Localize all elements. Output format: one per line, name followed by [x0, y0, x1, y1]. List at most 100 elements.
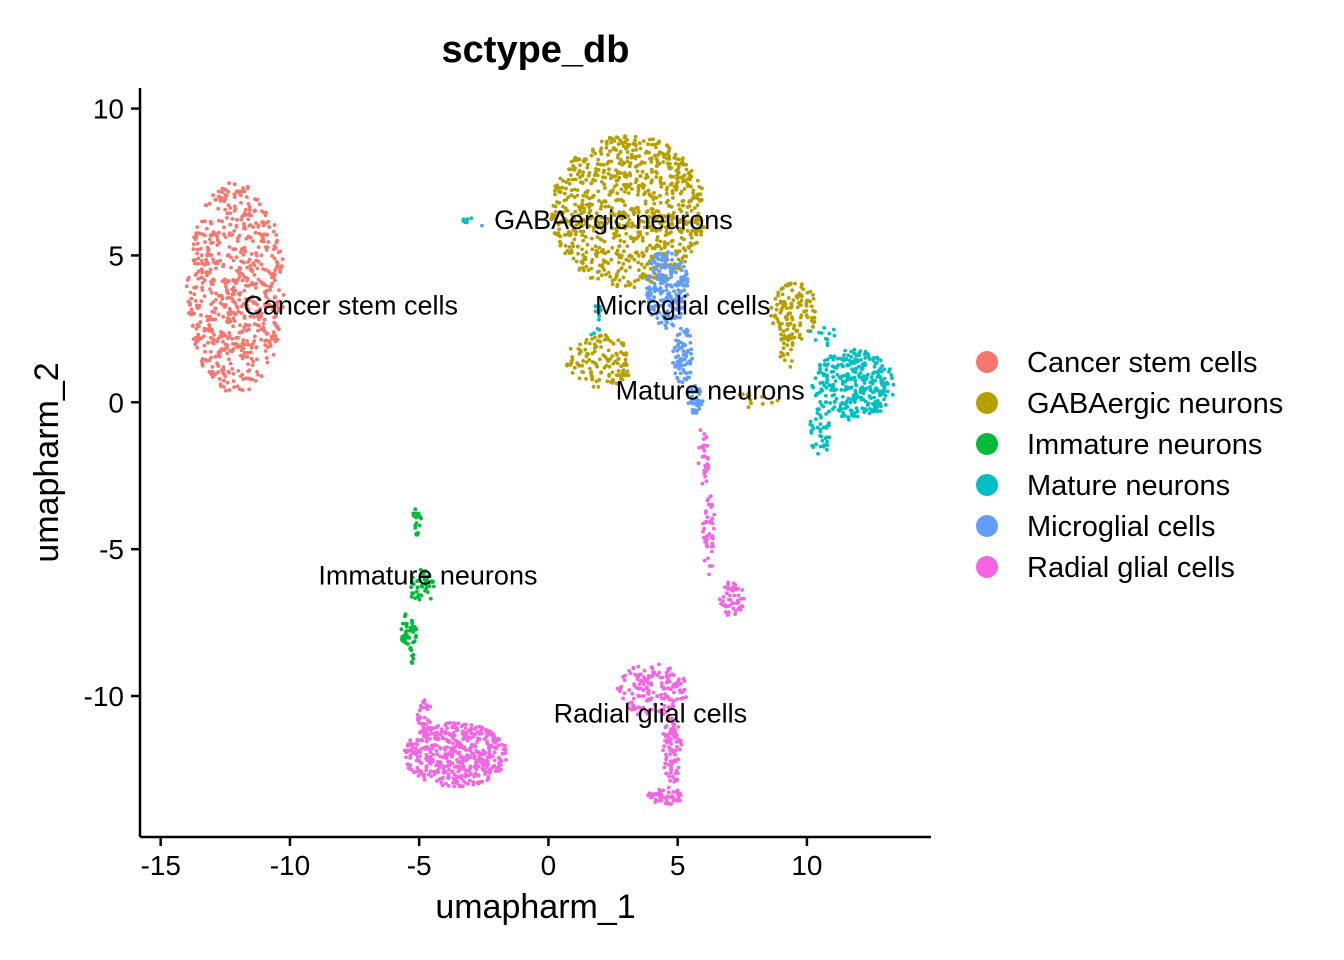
data-point [280, 257, 285, 262]
data-point [669, 706, 674, 710]
data-point [615, 284, 619, 289]
data-point [849, 349, 854, 354]
data-point [632, 682, 636, 686]
data-point [228, 206, 233, 210]
data-point [404, 621, 409, 626]
data-point [247, 323, 252, 327]
data-point [629, 155, 634, 160]
data-point [621, 351, 626, 356]
data-point [447, 732, 452, 737]
data-point [231, 372, 236, 376]
data-point [216, 336, 221, 341]
x-tick-label: -15 [140, 850, 180, 881]
data-point [659, 693, 663, 697]
data-point [564, 186, 568, 191]
data-point [553, 192, 557, 197]
data-point [808, 289, 813, 294]
data-point [195, 225, 200, 230]
data-point [653, 260, 657, 265]
data-point [200, 219, 204, 224]
data-point [617, 253, 622, 258]
data-point [616, 373, 621, 378]
data-point [638, 162, 643, 166]
data-point [215, 259, 220, 264]
data-point [698, 428, 703, 433]
data-point [646, 680, 650, 685]
data-point [274, 246, 278, 250]
data-point [684, 327, 689, 332]
data-point [474, 725, 479, 730]
data-point [576, 244, 580, 249]
data-point [611, 341, 616, 346]
data-point [474, 759, 479, 764]
data-point [773, 296, 778, 301]
data-point [852, 414, 857, 419]
data-point [428, 704, 433, 709]
data-point [878, 393, 882, 398]
data-point [451, 780, 455, 785]
data-point [469, 731, 474, 736]
data-point [476, 773, 481, 778]
data-point [612, 139, 617, 143]
data-point [225, 351, 230, 356]
data-point [671, 725, 676, 730]
data-point [615, 135, 620, 140]
data-point [617, 233, 622, 238]
data-point [659, 303, 663, 308]
data-point [600, 180, 604, 184]
data-point [209, 253, 214, 258]
data-point [418, 715, 423, 720]
data-point [684, 162, 688, 167]
data-point [410, 745, 415, 749]
data-point [828, 401, 832, 405]
data-point [230, 232, 235, 237]
data-point [253, 300, 257, 305]
data-point [732, 593, 737, 598]
data-point [645, 711, 650, 716]
data-point [890, 392, 895, 397]
data-point [648, 266, 653, 271]
data-point [662, 765, 667, 770]
data-point [667, 774, 671, 779]
data-point [642, 253, 646, 258]
data-point [436, 759, 440, 764]
data-point [225, 316, 230, 321]
data-point [602, 199, 607, 203]
data-point [408, 738, 413, 743]
data-point [628, 161, 633, 166]
data-point [681, 198, 686, 203]
data-point [580, 259, 584, 264]
data-point [641, 705, 646, 710]
data-point [631, 142, 636, 146]
data-point [435, 779, 439, 783]
data-point [818, 433, 822, 438]
data-point [673, 161, 678, 166]
data-point [477, 757, 482, 762]
data-point [597, 314, 602, 318]
data-point [640, 238, 645, 243]
data-point [646, 293, 651, 297]
data-point [271, 271, 276, 276]
data-point [440, 755, 445, 759]
data-point [567, 245, 572, 249]
data-point [737, 392, 742, 397]
data-point [880, 364, 885, 368]
data-point [618, 689, 622, 694]
data-point [664, 288, 669, 292]
data-point [665, 292, 670, 296]
data-point [434, 749, 439, 753]
data-point [584, 338, 589, 342]
data-point [820, 380, 825, 385]
data-point [261, 267, 265, 271]
data-point [670, 217, 674, 222]
data-point [804, 303, 809, 308]
data-point [188, 312, 193, 317]
data-point [580, 247, 584, 252]
data-point [680, 363, 684, 368]
data-point [421, 724, 426, 729]
data-point [271, 352, 276, 357]
data-point [818, 363, 822, 368]
data-point [639, 262, 644, 267]
data-point [652, 295, 657, 300]
data-point [882, 367, 887, 372]
